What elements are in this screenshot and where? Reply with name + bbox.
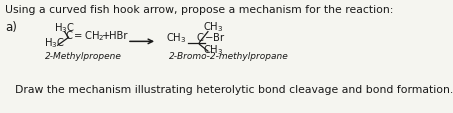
Text: $\mathsf{CH_3}$: $\mathsf{CH_3}$	[203, 43, 224, 56]
Text: $\mathsf{CH_3}$: $\mathsf{CH_3}$	[165, 31, 186, 45]
Text: $\mathsf{C{=}CH_2}$: $\mathsf{C{=}CH_2}$	[65, 29, 105, 43]
Text: HBr: HBr	[109, 31, 128, 41]
Text: $\mathsf{C}$: $\mathsf{C}$	[196, 31, 205, 43]
Text: Using a curved fish hook arrow, propose a mechanism for the reaction:: Using a curved fish hook arrow, propose …	[5, 5, 394, 15]
Text: $\mathsf{CH_3}$: $\mathsf{CH_3}$	[203, 20, 224, 34]
Text: +: +	[101, 31, 110, 41]
Text: Draw the mechanism illustrating heterolytic bond cleavage and bond formation.: Draw the mechanism illustrating heteroly…	[15, 84, 453, 94]
Text: 2-Methylpropene: 2-Methylpropene	[45, 52, 122, 60]
Text: $\mathsf{H_3C}$: $\mathsf{H_3C}$	[44, 36, 64, 50]
Text: $\mathsf{-Br}$: $\mathsf{-Br}$	[204, 31, 226, 43]
Text: $\mathsf{H_3C}$: $\mathsf{H_3C}$	[54, 21, 75, 35]
Text: 2-Bromo-2-methylpropane: 2-Bromo-2-methylpropane	[169, 52, 289, 60]
Text: a): a)	[5, 21, 17, 34]
